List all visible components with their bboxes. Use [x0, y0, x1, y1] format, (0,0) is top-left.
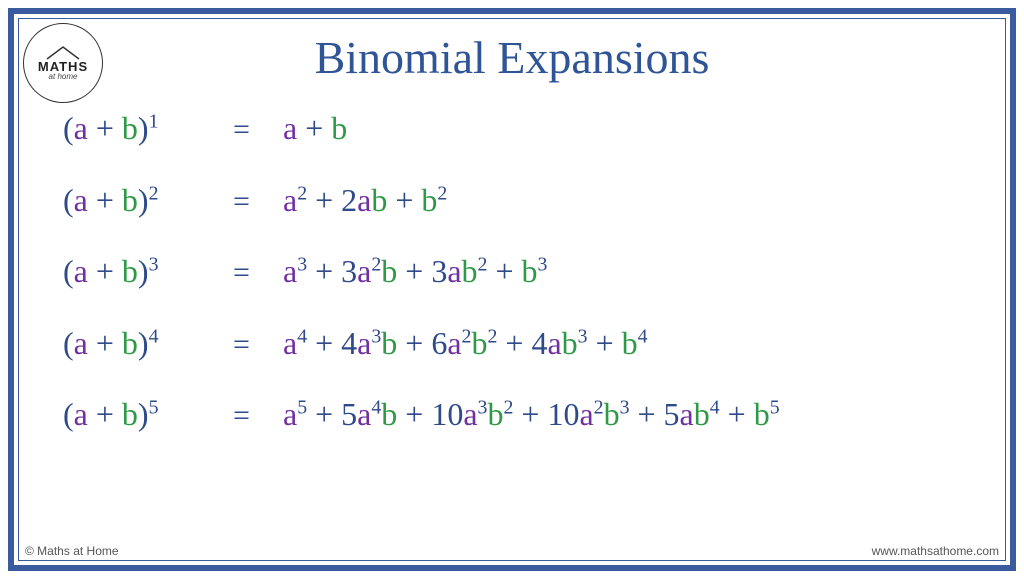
equals-sign: =: [233, 325, 283, 364]
website-url: www.mathsathome.com: [872, 544, 999, 558]
equation-lhs: (a + b)5: [63, 394, 233, 436]
equation-lhs: (a + b)3: [63, 251, 233, 293]
equation-list: (a + b)1=a + b(a + b)2=a2 + 2ab + b2(a +…: [49, 108, 975, 436]
equation-lhs: (a + b)2: [63, 180, 233, 222]
inner-border: MATHS at home Binomial Expansions (a + b…: [18, 18, 1006, 561]
equation-rhs: a3 + 3a2b + 3ab2 + b3: [283, 251, 975, 293]
copyright-text: © Maths at Home: [25, 544, 119, 558]
equals-sign: =: [233, 396, 283, 435]
equation-row: (a + b)2=a2 + 2ab + b2: [63, 180, 975, 222]
equation-lhs: (a + b)4: [63, 323, 233, 365]
equation-row: (a + b)1=a + b: [63, 108, 975, 150]
page-title: Binomial Expansions: [49, 31, 975, 84]
equation-rhs: a5 + 5a4b + 10a3b2 + 10a2b3 + 5ab4 + b5: [283, 394, 975, 436]
equation-row: (a + b)3=a3 + 3a2b + 3ab2 + b3: [63, 251, 975, 293]
equals-sign: =: [233, 253, 283, 292]
equation-row: (a + b)5=a5 + 5a4b + 10a3b2 + 10a2b3 + 5…: [63, 394, 975, 436]
equals-sign: =: [233, 182, 283, 221]
outer-border: MATHS at home Binomial Expansions (a + b…: [8, 8, 1016, 571]
logo-badge: MATHS at home: [23, 23, 103, 103]
equation-rhs: a2 + 2ab + b2: [283, 180, 975, 222]
logo-text-bottom: at home: [49, 72, 78, 81]
equation-row: (a + b)4=a4 + 4a3b + 6a2b2 + 4ab3 + b4: [63, 323, 975, 365]
equation-rhs: a4 + 4a3b + 6a2b2 + 4ab3 + b4: [283, 323, 975, 365]
equation-rhs: a + b: [283, 108, 975, 150]
equals-sign: =: [233, 110, 283, 149]
equation-lhs: (a + b)1: [63, 108, 233, 150]
